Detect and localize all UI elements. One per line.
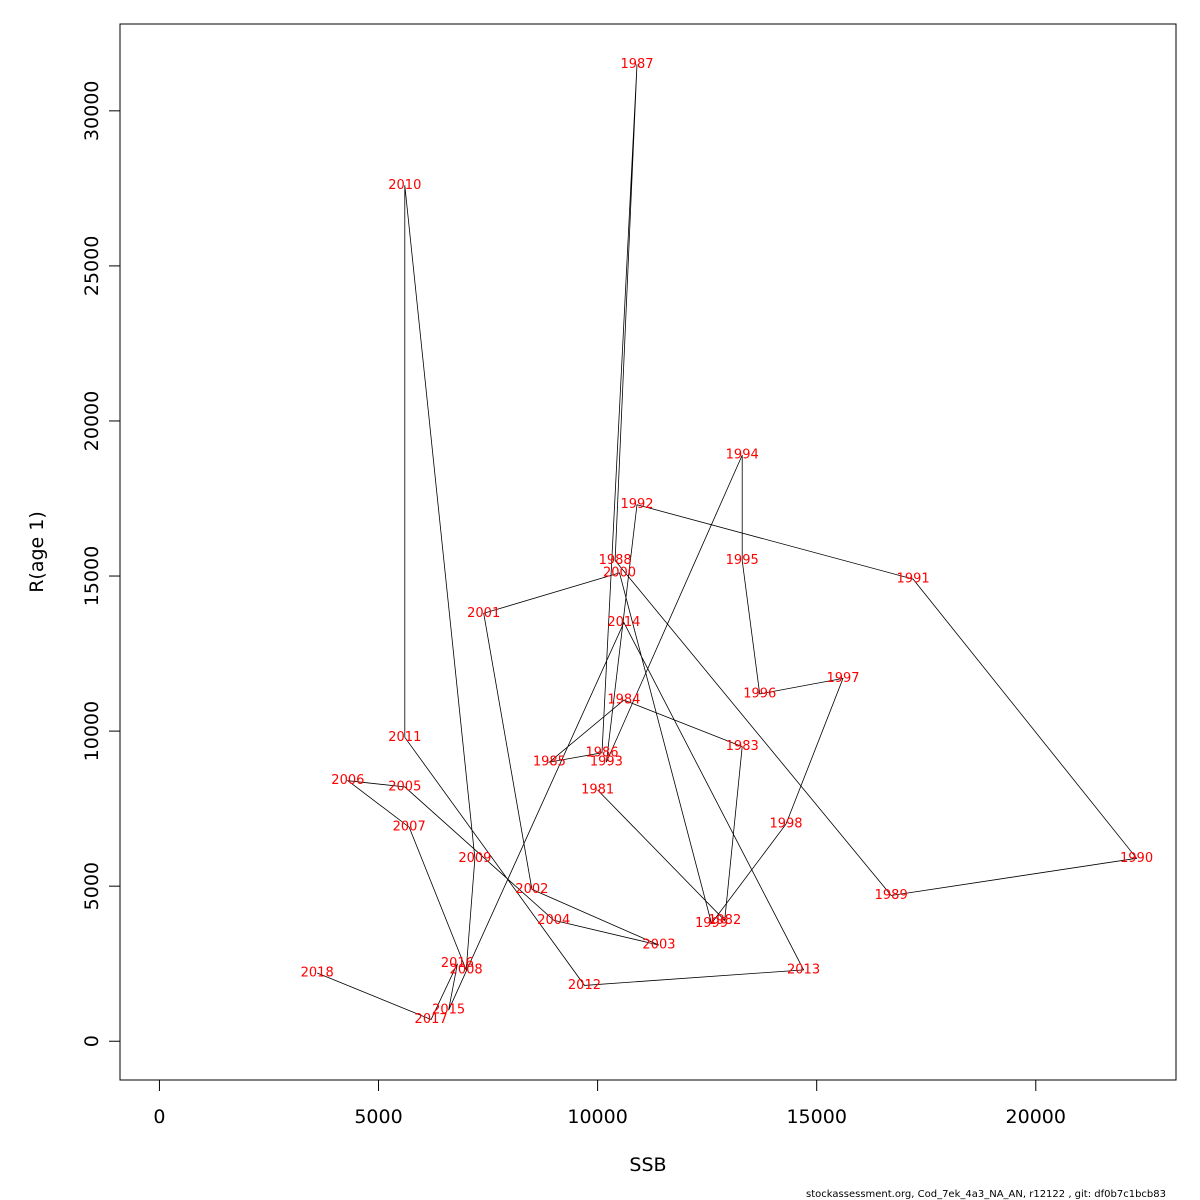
- year-label: 2001: [467, 606, 500, 621]
- year-label: 1990: [1120, 851, 1153, 866]
- year-label: 1996: [743, 686, 776, 701]
- year-label: 2008: [450, 962, 483, 977]
- x-tick-label: 10000: [567, 1106, 627, 1128]
- year-label: 1999: [695, 916, 728, 931]
- year-label: 1995: [726, 553, 759, 568]
- year-label: 1984: [607, 693, 640, 708]
- x-axis: 0 5000 10000 15000 20000: [153, 1079, 1066, 1128]
- year-label: 1992: [620, 497, 653, 512]
- year-label: 1991: [897, 572, 930, 587]
- year-label: 1987: [620, 57, 653, 72]
- year-label: 2016: [441, 956, 474, 971]
- year-label: 1986: [585, 745, 618, 760]
- plot-frame: [119, 23, 1177, 1081]
- y-tick-label: 30000: [81, 81, 103, 141]
- y-tick-label: 15000: [81, 546, 103, 606]
- year-label: 2015: [432, 1003, 465, 1018]
- year-label: 2000: [603, 565, 636, 580]
- y-tick-label: 5000: [81, 862, 103, 910]
- year-label: 2003: [642, 938, 675, 953]
- year-label: 2004: [537, 913, 570, 928]
- point-labels: 1981 1982 1983 1984 1985 1986 1987 1988 1989 1990…: [301, 57, 1153, 1027]
- year-label: 1993: [590, 755, 623, 770]
- year-label: 2002: [515, 882, 548, 897]
- x-tick-label: 15000: [786, 1106, 846, 1128]
- year-label: 2017: [415, 1012, 448, 1027]
- year-label: 2014: [607, 615, 640, 630]
- year-label: 1988: [599, 553, 632, 568]
- year-label: 1997: [826, 671, 859, 686]
- year-label: 1982: [708, 913, 741, 928]
- year-label: 1981: [581, 783, 614, 798]
- year-label: 2018: [301, 966, 334, 981]
- footer-credit: stockassessment.org, Cod_7ek_4a3_NA_AN, …: [806, 1189, 1166, 1200]
- year-label: 1998: [769, 817, 802, 832]
- year-label: 2009: [458, 851, 491, 866]
- y-axis: 0 5000 10000 15000 20000 25000 30000: [81, 81, 121, 1047]
- x-tick-label: 5000: [354, 1106, 402, 1128]
- year-label: 2013: [787, 962, 820, 977]
- year-label: 2010: [388, 178, 421, 193]
- x-tick-label: 0: [153, 1106, 165, 1128]
- trajectory-line: [317, 64, 1138, 1021]
- year-label: 1985: [533, 755, 566, 770]
- y-tick-label: 20000: [81, 391, 103, 451]
- y-tick-label: 10000: [81, 701, 103, 761]
- y-tick-label: 0: [81, 1035, 103, 1047]
- year-label: 2012: [568, 978, 601, 993]
- year-label: 1989: [875, 888, 908, 903]
- year-label: 2007: [393, 820, 426, 835]
- y-tick-label: 25000: [81, 236, 103, 296]
- year-label: 1994: [726, 448, 759, 463]
- x-tick-label: 20000: [1006, 1106, 1066, 1128]
- y-axis-title: R(age 1): [26, 511, 48, 593]
- year-label: 2011: [388, 730, 421, 745]
- year-label: 1983: [726, 739, 759, 754]
- x-axis-title: SSB: [629, 1154, 666, 1176]
- year-label: 2005: [388, 779, 421, 794]
- year-label: 2006: [331, 773, 364, 788]
